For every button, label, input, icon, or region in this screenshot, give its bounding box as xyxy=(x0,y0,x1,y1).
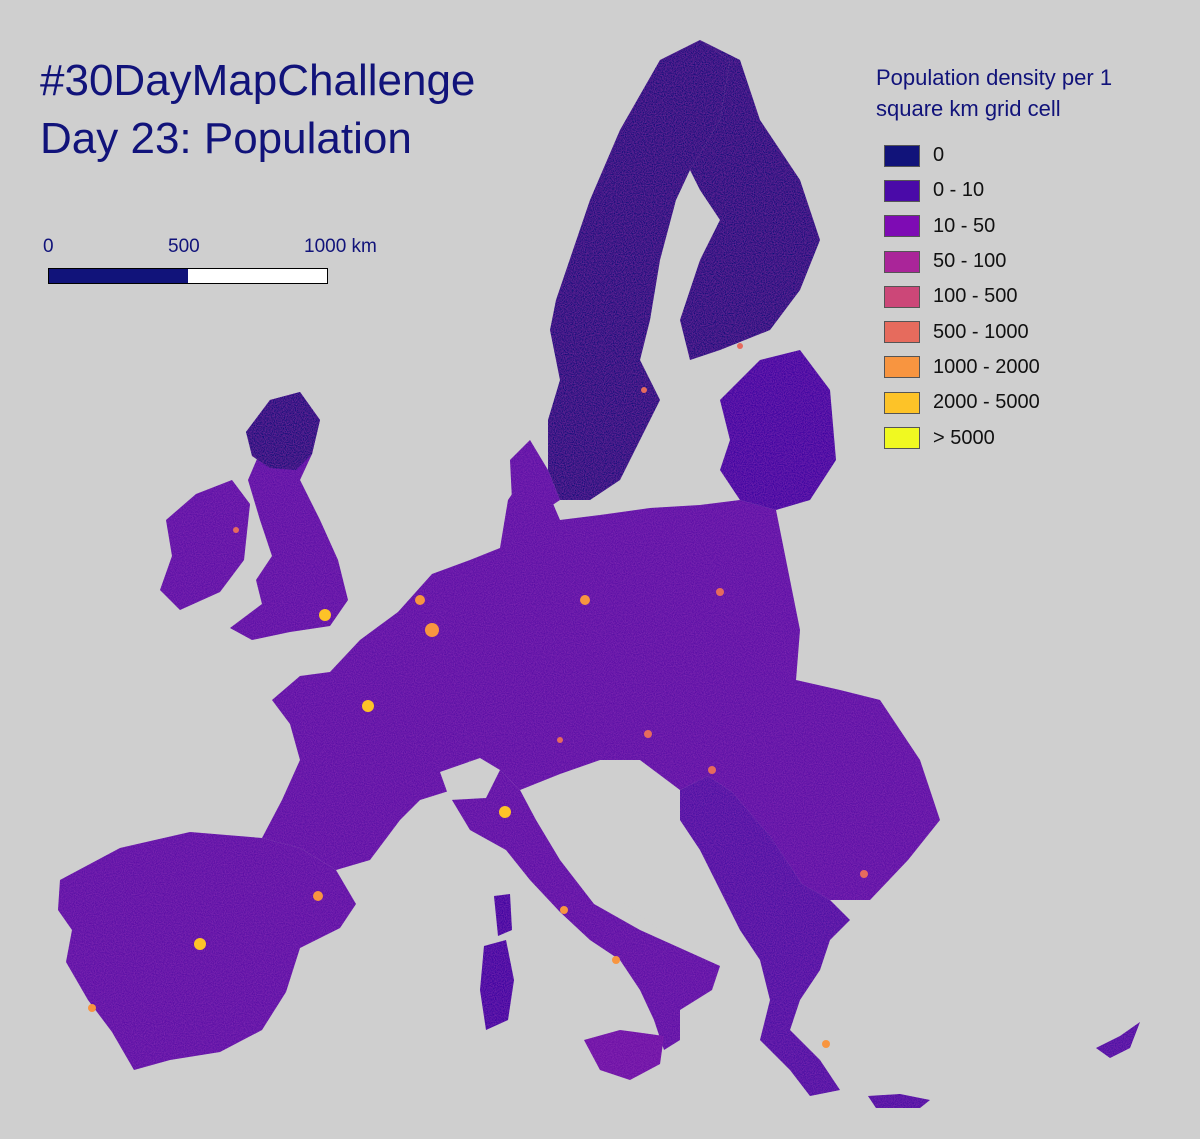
title-line-2: Day 23: Population xyxy=(40,114,412,163)
legend-label: 100 - 500 xyxy=(933,285,1018,308)
mainland-region xyxy=(262,468,940,900)
legend-label: 2000 - 5000 xyxy=(933,391,1040,414)
hotspot-randstad xyxy=(415,595,425,605)
scale-label-500: 500 xyxy=(168,236,200,257)
hotspot-munich xyxy=(557,737,563,743)
gulf-of-bothnia xyxy=(650,190,716,360)
legend-label: 0 - 10 xyxy=(933,179,985,202)
ireland-region xyxy=(160,480,250,610)
hotspot-budapest xyxy=(708,766,716,774)
corsica-region xyxy=(494,894,512,936)
scale-bar: 0 500 1000 km xyxy=(40,236,400,296)
legend-label: 50 - 100 xyxy=(933,250,1007,273)
legend-item: 2000 - 5000 xyxy=(876,385,1186,420)
scale-label-1000: 1000 km xyxy=(304,236,377,257)
legend-item: > 5000 xyxy=(876,420,1186,455)
iberia-region xyxy=(58,832,356,1070)
legend-swatch xyxy=(884,250,920,273)
legend-swatch xyxy=(884,321,920,344)
hotspot-paris xyxy=(362,700,374,712)
legend-item: 100 - 500 xyxy=(876,279,1186,314)
hotspot-berlin xyxy=(580,595,590,605)
hotspot-milan xyxy=(499,806,511,818)
hotspot-dublin xyxy=(233,527,239,533)
legend-swatch xyxy=(884,144,920,167)
hotspot-rome xyxy=(560,906,568,914)
hotspot-bucharest xyxy=(860,870,868,878)
legend-label: 500 - 1000 xyxy=(933,320,1029,343)
denmark-region xyxy=(510,440,560,520)
hotspot-naples xyxy=(612,956,620,964)
crete-region xyxy=(868,1094,930,1108)
balkans-region xyxy=(680,776,850,1096)
legend-swatch xyxy=(884,285,920,308)
cyprus-region xyxy=(1096,1022,1140,1058)
sardinia-region xyxy=(480,940,514,1030)
legend-label: > 5000 xyxy=(933,426,995,449)
legend-item: 10 - 50 xyxy=(876,209,1186,244)
legend-item: 50 - 100 xyxy=(876,244,1186,279)
sweden-region xyxy=(548,40,730,500)
hotspot-madrid xyxy=(194,938,206,950)
hotspot-lisbon xyxy=(88,1004,96,1012)
hotspot-helsinki xyxy=(737,343,743,349)
hotspot-barcelona xyxy=(313,891,323,901)
hotspot-warsaw xyxy=(716,588,724,596)
legend-item: 1000 - 2000 xyxy=(876,350,1186,385)
scale-label-0: 0 xyxy=(43,236,54,257)
legend-title-line-1: Population density per 1 xyxy=(876,65,1113,90)
legend-label: 10 - 50 xyxy=(933,214,996,237)
legend-swatch xyxy=(884,391,920,414)
legend-swatch xyxy=(884,179,920,202)
italy-region xyxy=(452,760,720,1050)
baltics-region xyxy=(720,350,836,510)
hotspot-athens xyxy=(822,1040,830,1048)
scale-segment-light xyxy=(188,269,327,283)
legend-item: 500 - 1000 xyxy=(876,314,1186,349)
map-title: #30DayMapChallenge Day 23: Population xyxy=(40,52,475,168)
legend: Population density per 1 square km grid … xyxy=(876,62,1186,456)
finland-region xyxy=(680,40,820,360)
legend-item: 0 - 10 xyxy=(876,173,1186,208)
adriatic-sea xyxy=(560,820,700,940)
switzerland-gap xyxy=(440,758,500,800)
legend-item: 0 xyxy=(876,138,1186,173)
sicily-region xyxy=(584,1030,664,1080)
scale-bar-graphic xyxy=(48,268,328,284)
legend-title: Population density per 1 square km grid … xyxy=(876,62,1186,124)
hotspot-stockholm xyxy=(641,387,647,393)
legend-swatch xyxy=(884,427,920,450)
scotland-region xyxy=(246,392,320,470)
legend-title-line-2: square km grid cell xyxy=(876,96,1061,121)
legend-label: 0 xyxy=(933,144,945,167)
hotspot-london xyxy=(319,609,331,621)
urban-hotspots xyxy=(88,343,868,1048)
legend-swatch xyxy=(884,356,920,379)
scale-segment-dark xyxy=(49,269,188,283)
hotspot-ruhr xyxy=(425,623,439,637)
title-line-1: #30DayMapChallenge xyxy=(40,56,476,105)
legend-label: 1000 - 2000 xyxy=(933,355,1040,378)
legend-swatch xyxy=(884,215,920,238)
hotspot-vienna xyxy=(644,730,652,738)
